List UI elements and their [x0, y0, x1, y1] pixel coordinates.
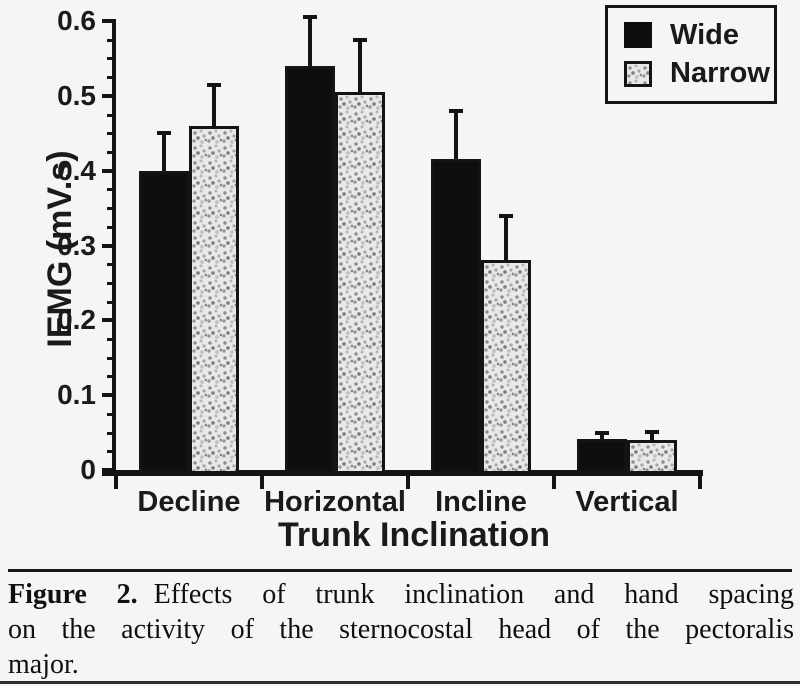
- bar-wide-horizontal: [285, 65, 335, 474]
- y-major-tick: [102, 243, 116, 248]
- y-minor-tick: [107, 188, 116, 192]
- error-cap-narrow-incline: [499, 213, 513, 218]
- x-boundary-tick: [406, 476, 410, 489]
- y-minor-tick: [107, 132, 116, 136]
- y-minor-tick: [107, 412, 116, 416]
- error-bar-wide-decline: [162, 133, 166, 171]
- x-boundary-tick: [698, 476, 702, 489]
- y-minor-tick: [107, 356, 116, 360]
- y-tick-label: 0.6: [57, 5, 96, 36]
- wide-swatch-icon: [624, 22, 652, 49]
- x-category-label: Decline: [137, 486, 241, 518]
- y-tick-label: 0.4: [57, 154, 96, 186]
- error-cap-narrow-horizontal: [353, 37, 367, 42]
- x-category-label: Vertical: [575, 486, 679, 518]
- bar-narrow-horizontal: [335, 92, 385, 474]
- error-bar-narrow-vertical: [650, 431, 654, 441]
- y-major-tick: [102, 318, 116, 323]
- page-bottom-rule: [0, 681, 800, 684]
- bar-wide-vertical: [577, 438, 627, 474]
- y-minor-tick: [107, 38, 116, 42]
- x-boundary-tick: [114, 476, 118, 489]
- caption-label: Figure 2.: [8, 579, 138, 610]
- caption-line-1: Figure 2. Effects of trunk inclination an…: [8, 577, 794, 612]
- y-minor-tick: [107, 113, 116, 117]
- y-minor-tick: [107, 281, 116, 285]
- caption-line-3: major.: [8, 649, 79, 680]
- error-bar-narrow-horizontal: [358, 39, 362, 93]
- x-category-label: Incline: [435, 486, 527, 518]
- y-major-tick: [102, 468, 116, 472]
- legend-item-narrow: Narrow: [624, 57, 774, 90]
- legend-label-narrow: Narrow: [670, 57, 770, 90]
- bar-narrow-incline: [481, 260, 531, 474]
- y-major-tick: [102, 393, 116, 398]
- y-minor-tick: [107, 57, 116, 61]
- y-major-tick: [102, 168, 116, 173]
- y-minor-tick: [107, 263, 116, 267]
- y-axis: [112, 21, 116, 475]
- y-minor-tick: [107, 450, 116, 454]
- caption-line-2: on the activity of the sternocostal head…: [8, 614, 794, 645]
- y-minor-tick: [107, 150, 116, 154]
- legend-item-wide: Wide: [624, 19, 774, 52]
- y-tick-label: 0: [80, 454, 96, 485]
- y-tick-label: 0.5: [57, 79, 96, 111]
- narrow-swatch-icon: [624, 60, 652, 87]
- y-minor-tick: [107, 207, 116, 211]
- y-minor-tick: [107, 76, 116, 80]
- y-major-tick: [102, 93, 116, 98]
- error-cap-wide-incline: [449, 108, 463, 113]
- x-boundary-tick: [260, 476, 264, 489]
- error-bar-narrow-decline: [212, 84, 216, 126]
- caption-top-rule: [8, 569, 792, 572]
- bar-wide-incline: [431, 159, 481, 474]
- error-cap-wide-decline: [157, 131, 171, 136]
- y-tick-label: 0.1: [57, 379, 96, 411]
- caption-text-1: Effects of trunk inclination and hand sp…: [153, 579, 794, 610]
- bar-narrow-vertical: [627, 440, 677, 474]
- x-boundary-tick: [552, 476, 556, 489]
- error-cap-wide-horizontal: [303, 15, 317, 20]
- error-bar-wide-horizontal: [308, 17, 312, 66]
- y-tick-label: 0.3: [57, 229, 96, 261]
- legend: Wide Narrow: [605, 5, 777, 104]
- bar-wide-decline: [139, 170, 189, 474]
- error-cap-narrow-vertical: [645, 429, 659, 434]
- y-minor-tick: [107, 225, 116, 229]
- y-tick-label: 0.2: [57, 304, 96, 336]
- error-bar-wide-vertical: [600, 432, 604, 439]
- bar-chart: IEMG (mV.s) Trunk Inclination Wide Narro…: [41, 5, 777, 554]
- y-minor-tick: [107, 338, 116, 342]
- error-bar-wide-incline: [454, 110, 458, 160]
- x-axis: [102, 470, 703, 476]
- y-minor-tick: [107, 431, 116, 435]
- error-bar-narrow-incline: [504, 215, 508, 261]
- x-axis-title: Trunk Inclination: [277, 516, 551, 554]
- bar-narrow-decline: [189, 125, 239, 474]
- error-cap-wide-vertical: [595, 430, 609, 435]
- legend-label-wide: Wide: [670, 18, 740, 51]
- y-major-tick: [102, 19, 116, 23]
- error-cap-narrow-decline: [207, 82, 221, 87]
- figure-caption: Figure 2. Effects of trunk inclination an…: [8, 577, 794, 682]
- y-minor-tick: [107, 375, 116, 379]
- y-minor-tick: [107, 300, 116, 304]
- x-category-label: Horizontal: [264, 486, 406, 518]
